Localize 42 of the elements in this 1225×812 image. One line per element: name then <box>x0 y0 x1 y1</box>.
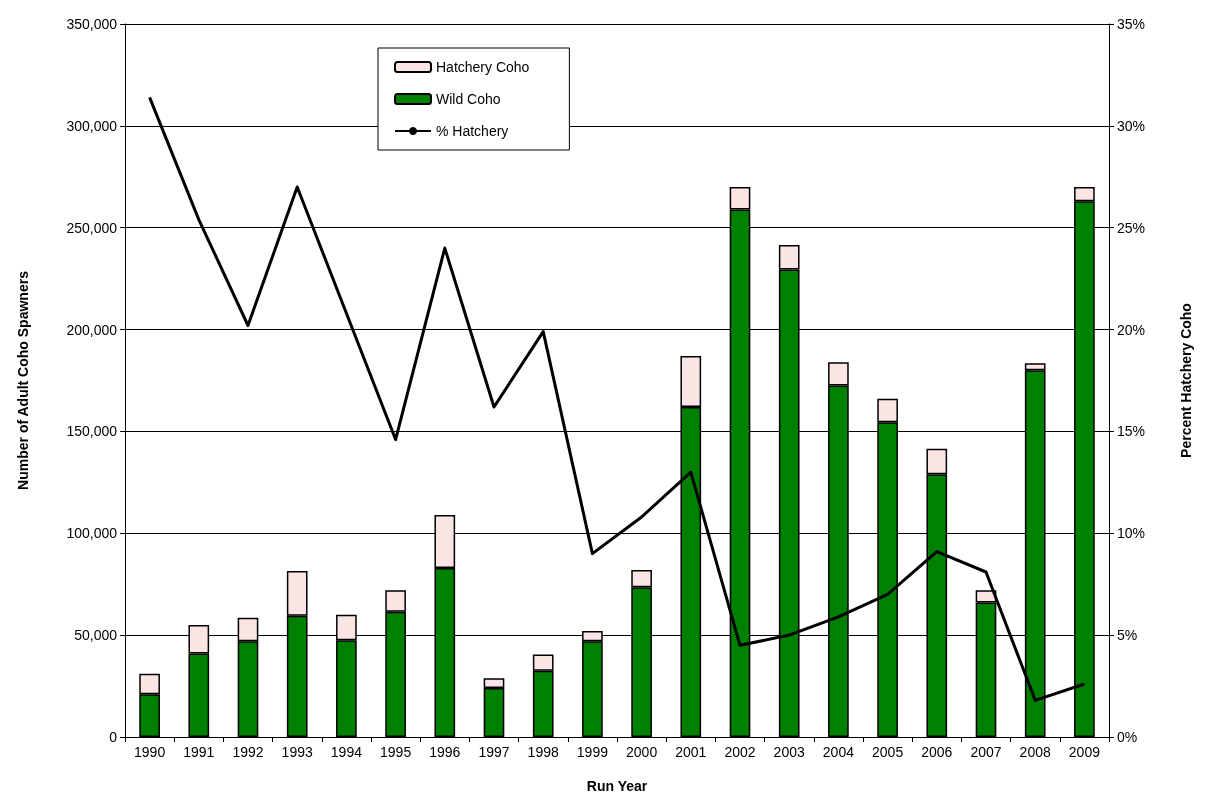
y2-tick-label: 30% <box>1117 117 1146 134</box>
y-tick-label: 350,000 <box>66 16 118 32</box>
x-tick-label: 2005 <box>872 744 904 760</box>
x-tick-label: 1993 <box>281 744 313 760</box>
x-tick-label: 1990 <box>134 744 166 760</box>
x-tick-label: 2008 <box>1019 744 1051 760</box>
legend-label: Hatchery Coho <box>436 59 530 75</box>
y-tick-label: 200,000 <box>66 321 118 338</box>
legend-label: % Hatchery <box>436 123 509 139</box>
x-tick-label: 2003 <box>773 744 805 760</box>
y2-tick-label: 25% <box>1117 219 1146 236</box>
x-tick-label: 1995 <box>380 744 412 760</box>
y2-tick-label: 15% <box>1117 423 1146 440</box>
y2-tick-label: 5% <box>1117 627 1138 644</box>
x-tick-label: 2009 <box>1068 744 1101 760</box>
x-tick-label: 2007 <box>970 744 1002 760</box>
legend-label: Wild Coho <box>436 91 501 107</box>
x-tick-label: 1998 <box>527 744 559 760</box>
y-axis-title: Number of Adult Coho Spawners <box>15 270 31 490</box>
y-tick-label: 100,000 <box>66 525 118 542</box>
y2-tick-label: 35% <box>1117 16 1146 32</box>
y-tick-label: 0 <box>109 729 118 745</box>
x-tick-label: 1999 <box>576 744 609 760</box>
y-tick-label: 250,000 <box>66 219 118 236</box>
x-tick-label: 2002 <box>724 744 756 760</box>
y-tick-label: 300,000 <box>66 117 118 134</box>
x-tick-label: 1991 <box>183 744 215 760</box>
y2-axis-title: Percent Hatchery Coho <box>1178 303 1194 458</box>
y2-tick-label: 0% <box>1117 729 1138 745</box>
x-tick-label: 2001 <box>675 744 707 760</box>
x-tick-label: 1997 <box>478 744 510 760</box>
x-tick-label: 2000 <box>626 744 658 760</box>
x-axis-title: Run Year <box>586 778 648 794</box>
y2-tick-label: 10% <box>1117 525 1146 542</box>
y-tick-label: 150,000 <box>66 423 118 440</box>
y-tick-label: 50,000 <box>74 627 118 644</box>
x-tick-label: 1996 <box>429 744 461 760</box>
x-tick-label: 1992 <box>232 744 264 760</box>
y2-tick-label: 20% <box>1117 321 1146 338</box>
x-tick-label: 1994 <box>330 744 363 760</box>
x-tick-label: 2004 <box>822 744 855 760</box>
x-tick-label: 2006 <box>921 744 953 760</box>
